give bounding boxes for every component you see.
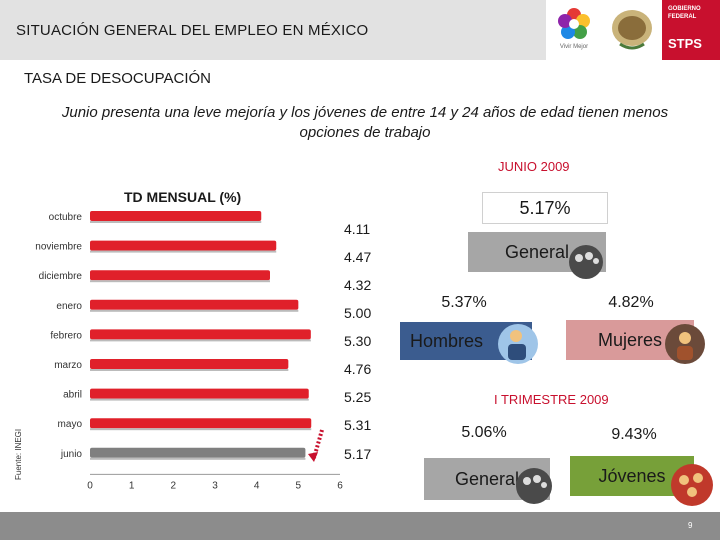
mexico-seal-logo (602, 0, 662, 60)
subtitle: Junio presenta una leve mejoría y los jó… (61, 104, 669, 141)
value-label-diciembre: 4.32 (344, 277, 372, 293)
quarter-period: I TRIMESTRE 2009 (494, 392, 609, 407)
monthly-period: JUNIO 2009 (498, 159, 570, 174)
june-hombres-label: Hombres (410, 331, 484, 351)
value-label-enero: 5.00 (344, 305, 372, 321)
group-people-icon (569, 245, 603, 279)
category-label-octubre: octubre (49, 212, 83, 223)
category-label-diciembre: diciembre (39, 271, 83, 282)
category-label-mayo: mayo (58, 419, 83, 430)
x-tick-0: 0 (87, 480, 93, 491)
category-label-febrero: febrero (50, 330, 82, 341)
bar-shadow-mayo (90, 428, 312, 431)
bar-shadow-octubre (90, 221, 262, 223)
june-hombres-value: 5.37% (400, 288, 528, 318)
value-label-febrero: 5.30 (344, 333, 372, 349)
category-label-junio: junio (60, 449, 83, 460)
bar-junio (90, 447, 306, 458)
x-tick-6: 6 (337, 480, 343, 491)
bar-abril (90, 388, 309, 399)
value-label-abril: 5.25 (344, 389, 372, 405)
page-number: 9 (688, 521, 693, 530)
bar-enero (90, 299, 299, 310)
x-tick-2: 2 (171, 480, 177, 491)
june-mujeres-label: Mujeres (597, 330, 663, 350)
eagle-seal-icon (612, 10, 652, 50)
quarter-general-label: General (454, 469, 520, 489)
woman-worker-icon (665, 324, 705, 364)
bar-febrero (90, 329, 311, 340)
bar-shadow-diciembre (90, 280, 270, 283)
quarter-general-value: 5.06% (422, 418, 546, 448)
stps-logo: GOBIERNO FEDERAL STPS (662, 0, 720, 60)
highlight-arrow-head (308, 452, 318, 462)
bar-shadow-marzo (90, 369, 289, 371)
category-label-marzo: marzo (54, 360, 82, 371)
young-people-icon (671, 464, 713, 506)
bar-shadow-enero (90, 309, 299, 312)
group-people-icon (516, 468, 552, 504)
vivir-mejor-logo: Vivir Mejor (546, 0, 602, 60)
stps-text: STPS (668, 36, 702, 51)
monthly-rate-chart: octubre noviembre diciembre enero febrero mar… (35, 211, 343, 491)
quarter-jovenes-value: 9.43% (572, 420, 696, 450)
category-label-abril: abril (63, 390, 82, 401)
value-label-junio: 5.17 (344, 446, 372, 462)
flower-logo-icon (558, 8, 590, 39)
bar-diciembre (90, 270, 270, 281)
x-tick-4: 4 (254, 480, 260, 491)
footer-bar (0, 512, 720, 540)
value-label-noviembre: 4.47 (344, 249, 372, 265)
bar-noviembre (90, 240, 277, 251)
bar-shadow-noviembre (90, 250, 277, 253)
bar-shadow-abril (90, 398, 309, 401)
bar-marzo (90, 359, 289, 369)
category-label-noviembre: noviembre (35, 242, 82, 253)
gobierno-federal-text: GOBIERNO FEDERAL (668, 6, 701, 20)
page-title: SITUACIÓN GENERAL DEL EMPLEO EN MÉXICO (16, 22, 369, 39)
section-title: TASA DE DESOCUPACIÓN (24, 70, 211, 87)
x-tick-1: 1 (129, 480, 135, 491)
value-label-octubre: 4.11 (344, 221, 371, 237)
bar-mayo (90, 418, 312, 429)
value-label-marzo: 4.76 (344, 361, 372, 377)
value-label-mayo: 5.31 (344, 417, 372, 433)
bar-shadow-febrero (90, 339, 311, 342)
quarter-jovenes-label: Jóvenes (598, 466, 666, 486)
june-general-value: 5.17% (482, 192, 608, 224)
chart-title: TD MENSUAL (%) (124, 189, 242, 205)
june-mujeres-value: 4.82% (566, 288, 696, 318)
vivir-mejor-caption: Vivir Mejor (559, 44, 589, 50)
june-general-label: General (504, 242, 570, 262)
category-label-enero: enero (56, 301, 82, 312)
x-tick-3: 3 (212, 480, 218, 491)
man-worker-icon (498, 324, 538, 364)
bar-shadow-junio (90, 457, 306, 460)
bar-octubre (90, 211, 262, 221)
x-tick-5: 5 (296, 480, 302, 491)
